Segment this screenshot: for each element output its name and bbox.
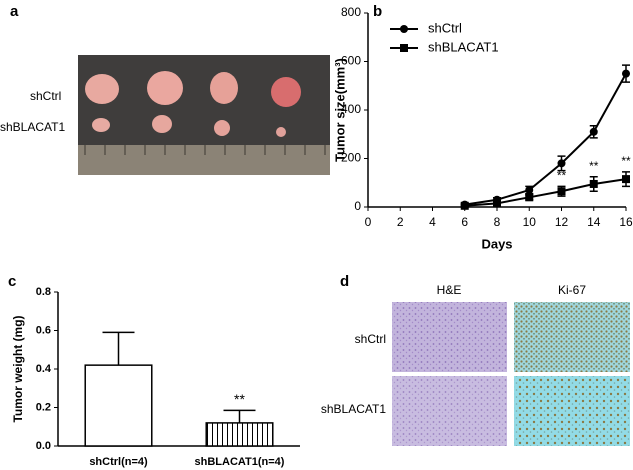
annotation: ** [589, 159, 599, 173]
panel-label: a [10, 3, 19, 20]
marker [557, 187, 566, 196]
marker [622, 69, 630, 78]
y-tick-label: 400 [341, 102, 361, 116]
bar [205, 422, 274, 447]
y-tick-label: 0.4 [36, 363, 52, 375]
marker [557, 159, 566, 168]
y-tick-label: 600 [341, 54, 361, 68]
y-tick-label: 0 [354, 199, 361, 213]
panel-label: d [340, 273, 349, 290]
marker [460, 201, 469, 210]
y-tick-label: 0.8 [36, 286, 51, 298]
y-tick-label: 0.6 [36, 324, 51, 336]
column-label: H&E [437, 283, 462, 297]
error-bar [102, 331, 135, 366]
x-tick-label: 4 [429, 215, 436, 229]
row-label: shCtrl [355, 332, 386, 346]
histology-image [514, 302, 630, 372]
y-axis-label: Tumor weight (mg) [11, 315, 25, 422]
row-label: shCtrl [30, 89, 61, 103]
y-tick-label: 0.0 [36, 440, 51, 452]
y-tick-label: 200 [341, 151, 361, 165]
column-label: Ki-67 [558, 283, 586, 297]
row-label: shBLACAT1 [0, 120, 65, 134]
histology-image [514, 376, 630, 446]
histology-image [392, 376, 507, 446]
legend-label: shBLACAT1 [428, 39, 499, 54]
row-label: shBLACAT1 [321, 402, 386, 416]
annotation: ** [621, 154, 631, 168]
marker [589, 179, 598, 188]
x-tick-label: 14 [587, 215, 601, 229]
series-line [464, 73, 627, 206]
x-tick-label: 10 [523, 215, 537, 229]
histology-image [392, 302, 507, 372]
panel-label: c [8, 273, 16, 290]
marker [493, 199, 501, 208]
x-tick-label: 0 [365, 215, 372, 229]
x-tick-label: 12 [555, 215, 569, 229]
y-axis-label: Tumor size(mm³) [332, 58, 347, 162]
marker [525, 193, 534, 202]
x-tick-label: 6 [461, 215, 468, 229]
legend-marker [400, 25, 408, 33]
panel-label: b [373, 3, 382, 20]
x-tick-label: 8 [494, 215, 501, 229]
y-tick-label: 800 [341, 5, 361, 19]
annotation: ** [234, 391, 245, 407]
y-tick-label: 0.2 [36, 401, 51, 413]
marker [589, 127, 598, 136]
legend-label: shCtrl [428, 20, 462, 35]
tumor-photo [78, 55, 330, 175]
bar [84, 364, 153, 447]
legend-marker [400, 44, 408, 52]
marker [525, 186, 534, 195]
x-tick-label: 16 [619, 215, 633, 229]
x-axis-label: Days [481, 236, 512, 251]
x-tick-label: 2 [397, 215, 404, 229]
marker [622, 175, 630, 184]
series-line [464, 178, 627, 207]
x-tick-label: shBLACAT1(n=4) [195, 456, 285, 468]
annotation: ** [557, 169, 567, 183]
error-bar [223, 409, 256, 423]
x-tick-label: shCtrl(n=4) [89, 456, 148, 468]
